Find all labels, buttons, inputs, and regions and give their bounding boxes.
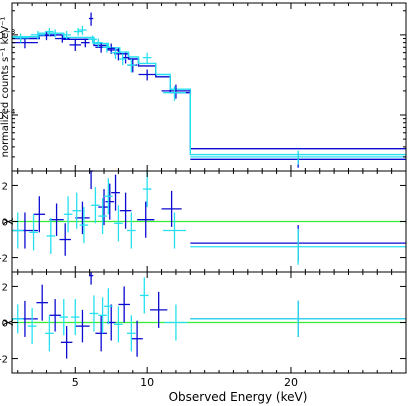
x-tick-label: 20 <box>284 376 298 389</box>
y-tick-label: -2 <box>0 254 8 265</box>
x-tick-label: 5 <box>72 376 79 389</box>
panel-frame <box>11 271 407 374</box>
model-step-line-1 <box>12 34 406 150</box>
x-axis-title: Observed Energy (keV) <box>169 390 308 404</box>
y-tick-label: 10 <box>0 31 4 42</box>
model-step-line-2 <box>12 32 406 156</box>
y-tick-label: 2 <box>2 282 8 293</box>
y-tick-label-exponent: −4 <box>5 108 16 116</box>
y-tick-label-exponent: −3 <box>5 28 15 36</box>
y-tick-label: 0 <box>2 319 8 330</box>
x-tick-label: 10 <box>140 376 154 389</box>
y-tick-label: -2 <box>0 355 8 366</box>
y-axis-title: χ <box>0 218 14 225</box>
y-axis-title: χ <box>0 319 14 326</box>
y-axis-title: normalized counts s⁻¹ keV⁻¹ <box>0 17 11 158</box>
y-tick-label: 0 <box>2 218 8 229</box>
y-tick-label: 2 <box>2 181 8 192</box>
y-tick-label: 10 <box>0 111 4 122</box>
panel-frame <box>11 2 407 172</box>
